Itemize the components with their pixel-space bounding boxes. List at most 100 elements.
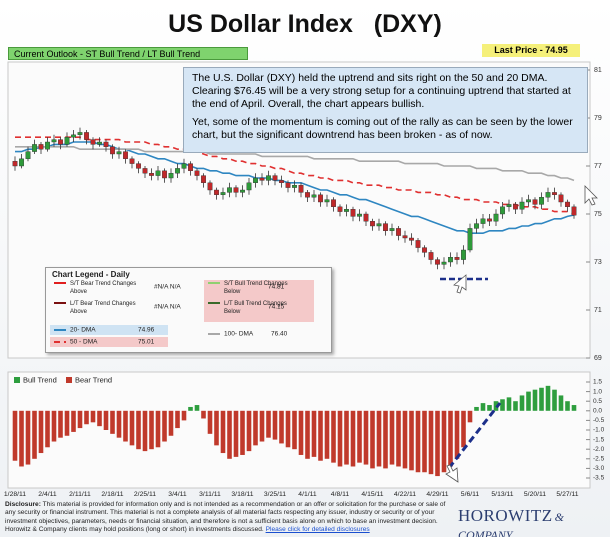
- arrow-icon: [584, 185, 598, 206]
- candle-body: [571, 206, 577, 216]
- y-tick-label: 73: [594, 259, 602, 266]
- candle-body: [240, 189, 245, 193]
- indicator-bar: [45, 410, 50, 448]
- indicator-bar: [422, 410, 427, 473]
- indicator-bar: [58, 410, 63, 438]
- indicator-bar: [194, 405, 200, 411]
- indicator-bar: [467, 410, 473, 423]
- indicator-bar: [519, 395, 525, 411]
- x-tick-label: 5/27/11: [556, 491, 578, 498]
- y-tick-label: 1.5: [593, 379, 602, 386]
- legend-label: L/T Bear Trend Changes Above: [70, 301, 136, 315]
- candle-body: [162, 170, 167, 179]
- arrow-icon: [445, 464, 459, 483]
- indicator-bar: [155, 410, 161, 448]
- x-tick-label: 2/11/11: [69, 491, 91, 498]
- x-tick-label: 4/29/11: [426, 491, 448, 498]
- indicator-bar: [298, 410, 304, 455]
- legend: Chart Legend - Daily S/T Bear Trend Chang…: [50, 270, 314, 347]
- indicator-bar: [461, 410, 466, 448]
- candle-body: [526, 199, 531, 203]
- candle-body: [552, 192, 557, 195]
- x-tick-label: 4/8/11: [331, 491, 350, 498]
- candle-body: [487, 218, 492, 222]
- candle-body: [292, 184, 297, 188]
- candle-body: [500, 206, 505, 215]
- indicator-bar: [500, 399, 505, 411]
- legend-label: Bear Trend: [75, 375, 112, 384]
- indicator-bar: [383, 410, 388, 469]
- candle-body: [90, 139, 96, 145]
- y-tick-label: 81: [594, 67, 602, 74]
- legend-label: Bull Trend: [23, 375, 57, 384]
- indicator-bar: [318, 410, 323, 461]
- indicator-bar: [253, 410, 258, 446]
- indicator-bar: [454, 410, 460, 459]
- candle-body: [396, 228, 401, 236]
- candle-body: [409, 237, 414, 241]
- y-tick-label: 77: [594, 163, 602, 170]
- candle-body: [441, 261, 447, 265]
- candle-body: [181, 163, 187, 169]
- indicator-bar: [409, 410, 414, 471]
- candle-body: [253, 177, 258, 184]
- candle-body: [357, 213, 362, 217]
- x-tick-label: 2/18/11: [101, 491, 123, 498]
- indicator-bar: [168, 410, 174, 436]
- candle-body: [513, 204, 518, 210]
- x-tick-label: 3/25/11: [264, 491, 286, 498]
- candle-body: [428, 252, 434, 260]
- candle-body: [123, 151, 128, 160]
- x-tick-label: 2/4/11: [38, 491, 57, 498]
- indicator-bar: [233, 410, 239, 457]
- indicator-bar: [565, 401, 570, 411]
- indicator-bar: [285, 410, 291, 448]
- indicator-bar: [552, 389, 557, 411]
- candle-body: [45, 141, 50, 150]
- trend-line: [447, 402, 502, 469]
- legend-highlight: [204, 280, 314, 322]
- indicator-bar: [64, 410, 70, 436]
- candle-body: [220, 192, 226, 195]
- indicator-bar: [539, 387, 544, 411]
- indicator-bar: [487, 405, 492, 411]
- candle-body: [71, 134, 76, 138]
- candle-body: [480, 218, 486, 224]
- candle-body: [19, 158, 24, 167]
- indicator-bar: [227, 410, 232, 459]
- legend-value: 74.96: [138, 327, 155, 334]
- indicator-bar: [116, 410, 122, 438]
- logo-name: HOROWITZ: [458, 506, 553, 525]
- candle-body: [32, 144, 37, 152]
- indicator-bar: [77, 410, 83, 429]
- y-tick-label: -3.5: [593, 475, 605, 482]
- legend-highlight: [50, 337, 168, 347]
- x-tick-label: 2/25/11: [134, 491, 156, 498]
- indicator-bar: [149, 410, 154, 450]
- disclosure-link[interactable]: Please click for detailed disclosures: [265, 526, 370, 534]
- candle-body: [331, 199, 336, 208]
- y-tick-label: -3.0: [593, 465, 605, 472]
- indicator-bar: [350, 410, 356, 467]
- candle-body: [461, 249, 466, 260]
- candle-body: [344, 208, 349, 212]
- indicator-bar: [19, 410, 24, 467]
- y-tick-label: 0.5: [593, 398, 602, 405]
- candle-body: [155, 170, 161, 176]
- x-tick-label: 5/13/11: [491, 491, 513, 498]
- indicator-bar: [448, 410, 453, 467]
- indicator-bar: [513, 401, 518, 411]
- legend-value: 76.40: [271, 331, 288, 338]
- legend-swatch: [14, 377, 20, 383]
- indicator-bar: [181, 410, 187, 421]
- indicator-bar: [324, 410, 330, 459]
- candle-body: [12, 160, 18, 167]
- y-tick-label: 71: [594, 307, 602, 314]
- legend-value: 74.15: [268, 304, 285, 311]
- indicator-bar: [376, 410, 382, 467]
- indicator-bar: [272, 410, 278, 440]
- indicator-bar: [220, 410, 226, 454]
- x-tick-label: 1/28/11: [4, 491, 26, 498]
- legend-label: 50 - DMA: [70, 339, 98, 346]
- candle-body: [318, 194, 323, 203]
